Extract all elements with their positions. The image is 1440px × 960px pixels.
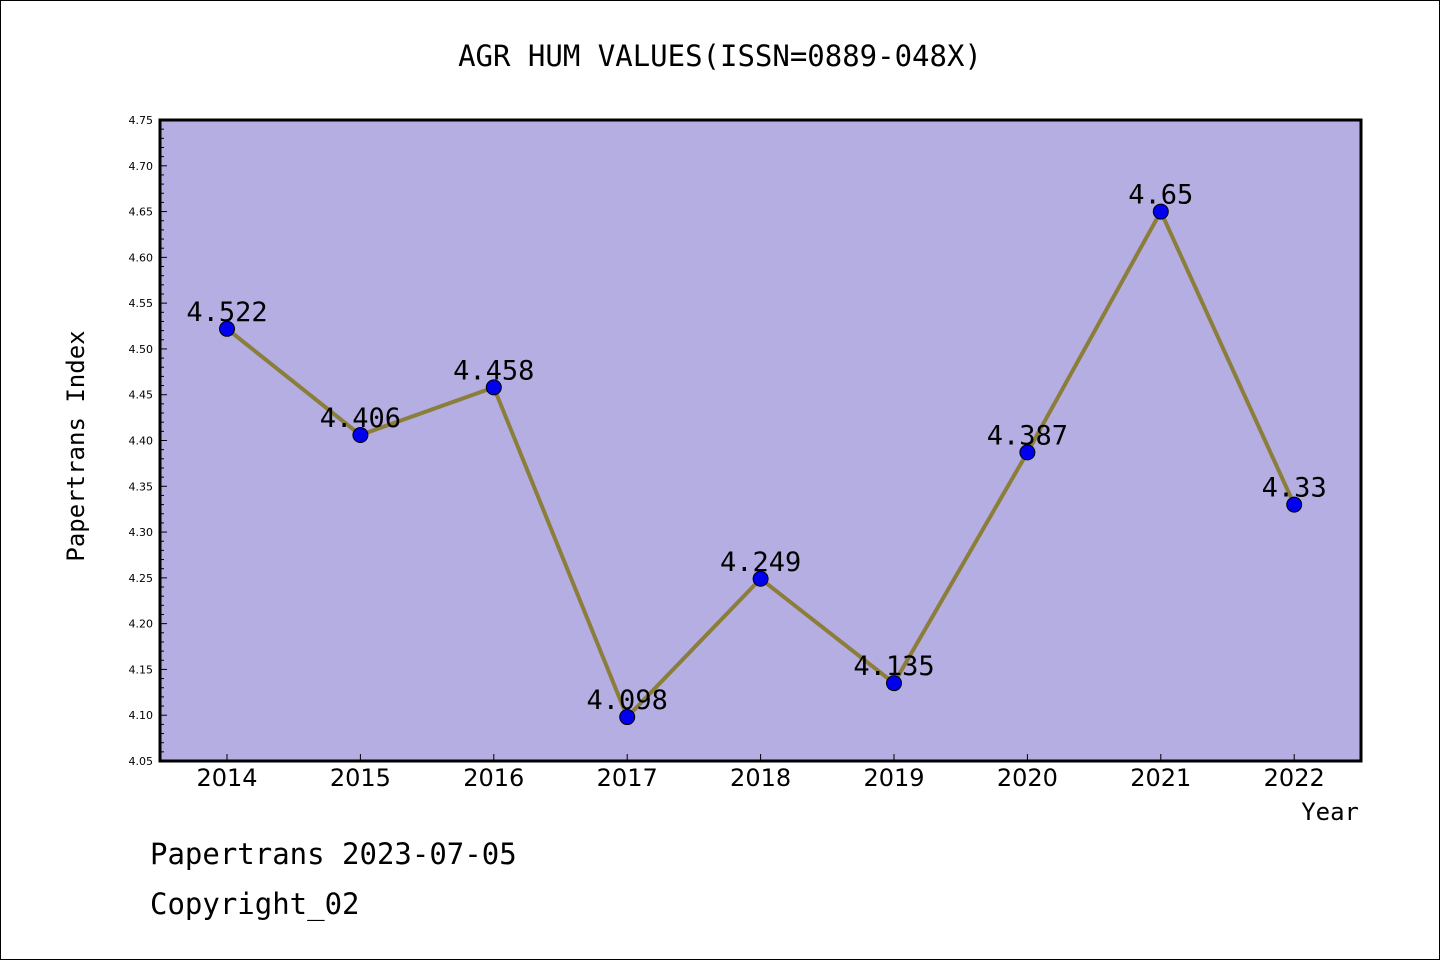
x-tick-label: 2017: [597, 764, 658, 792]
data-label: 4.65: [1128, 180, 1193, 211]
plot-area: [160, 120, 1361, 761]
x-tick-label: 2014: [196, 764, 257, 792]
y-tick-label: 4.30: [129, 526, 154, 539]
y-tick-label: 4.65: [129, 206, 154, 219]
x-tick-label: 2019: [863, 764, 924, 792]
y-tick-label: 4.40: [129, 435, 154, 448]
x-tick-label: 2022: [1264, 764, 1325, 792]
y-tick-label: 4.25: [129, 572, 154, 585]
y-axis-label: Papertrans Index: [62, 330, 90, 561]
y-tick-label: 4.75: [129, 114, 154, 127]
y-tick-label: 4.15: [129, 663, 154, 676]
y-tick-label: 4.50: [129, 343, 154, 356]
y-tick-label: 4.05: [129, 755, 154, 768]
footer-date: Papertrans 2023-07-05: [150, 837, 517, 871]
x-tick-label: 2021: [1130, 764, 1191, 792]
x-axis-label: Year: [1301, 798, 1359, 826]
y-tick-label: 4.60: [129, 251, 154, 264]
x-tick-label: 2018: [730, 764, 791, 792]
data-label: 4.406: [320, 403, 401, 434]
chart-title: AGR HUM VALUES(ISSN=0889-048X): [458, 39, 982, 73]
x-tick-label: 2016: [463, 764, 524, 792]
y-tick-label: 4.10: [129, 709, 154, 722]
y-tick-label: 4.35: [129, 480, 154, 493]
footer-copyright: Copyright_02: [150, 887, 360, 922]
x-tick-label: 2015: [330, 764, 391, 792]
data-label: 4.33: [1262, 473, 1327, 504]
y-tick-label: 4.55: [129, 297, 154, 310]
data-label: 4.522: [186, 297, 267, 328]
data-label: 4.135: [853, 651, 934, 682]
x-tick-label: 2020: [997, 764, 1058, 792]
data-label: 4.249: [720, 547, 801, 578]
data-label: 4.387: [987, 420, 1068, 451]
data-label: 4.098: [587, 685, 668, 716]
y-tick-label: 4.45: [129, 389, 154, 402]
data-label: 4.458: [453, 355, 534, 386]
y-tick-label: 4.70: [129, 160, 154, 173]
y-tick-label: 4.20: [129, 618, 154, 631]
